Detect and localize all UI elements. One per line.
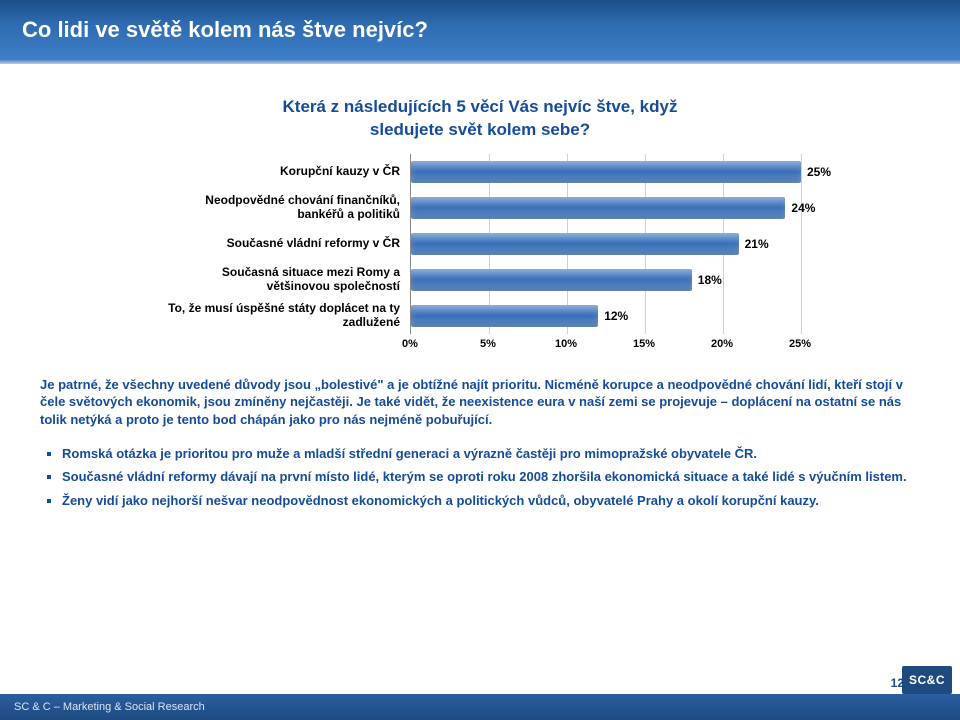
chart-bar-row: 21%: [411, 226, 769, 262]
footer-bar: SC & C – Marketing & Social Research: [0, 694, 960, 720]
chart-bar: [411, 161, 801, 183]
chart-category-label: Současná situace mezi Romy a většinovou …: [160, 262, 410, 298]
chart-plot-column: 25%24%21%18%12% 0%5%10%15%20%25%: [410, 154, 800, 358]
bar-chart: Korupční kauzy v ČRNeodpovědné chování f…: [160, 154, 800, 358]
title-bar: Co lidi ve světě kolem nás štve nejvíc?: [0, 0, 960, 60]
chart-x-tick: 15%: [633, 338, 655, 350]
bullet-item: Současné vládní reformy dávají na první …: [62, 468, 920, 486]
chart-bar-value: 25%: [807, 165, 831, 179]
chart-x-axis: 0%5%10%15%20%25%: [410, 334, 800, 358]
chart-category-labels: Korupční kauzy v ČRNeodpovědné chování f…: [160, 154, 410, 358]
chart-category-label: Korupční kauzy v ČR: [160, 154, 410, 190]
subtitle-line-1: Která z následujících 5 věcí Vás nejvíc …: [283, 97, 678, 116]
chart-bar: [411, 305, 598, 327]
chart-subtitle: Která z následujících 5 věcí Vás nejvíc …: [0, 96, 960, 142]
chart-plot-area: 25%24%21%18%12%: [410, 154, 800, 334]
bullet-list: Romská otázka je prioritou pro muže a ml…: [40, 445, 920, 510]
chart-bar-row: 12%: [411, 298, 628, 334]
chart-category-label: To, že musí úspěšné státy doplácet na ty…: [160, 298, 410, 334]
bullet-item: Ženy vidí jako nejhorší nešvar neodpověd…: [62, 492, 920, 510]
chart-bar: [411, 233, 739, 255]
bullet-item: Romská otázka je prioritou pro muže a ml…: [62, 445, 920, 463]
chart-x-tick: 5%: [480, 338, 496, 350]
title-gap: [0, 64, 960, 72]
logo-text-main: SC&C: [909, 674, 945, 686]
chart-x-tick: 20%: [711, 338, 733, 350]
footer-text: SC & C – Marketing & Social Research: [14, 701, 205, 713]
chart-bar: [411, 269, 692, 291]
chart-category-label: Neodpovědné chování finančníků, bankéřů …: [160, 190, 410, 226]
slide-title: Co lidi ve světě kolem nás štve nejvíc?: [22, 17, 428, 43]
summary-paragraph: Je patrné, že všechny uvedené důvody jso…: [40, 376, 920, 429]
slide: Co lidi ve světě kolem nás štve nejvíc? …: [0, 0, 960, 720]
chart-bar: [411, 197, 785, 219]
chart-bar-value: 21%: [745, 237, 769, 251]
chart-x-tick: 0%: [402, 338, 418, 350]
chart-bar-row: 25%: [411, 154, 831, 190]
chart-bar-value: 18%: [698, 273, 722, 287]
chart-bar-value: 24%: [791, 201, 815, 215]
logo: SC&C: [902, 666, 952, 694]
chart-category-label: Současné vládní reformy v ČR: [160, 226, 410, 262]
chart-bar-value: 12%: [604, 309, 628, 323]
chart-x-tick: 25%: [789, 338, 811, 350]
subtitle-line-2: sledujete svět kolem sebe?: [370, 120, 590, 139]
chart-bar-row: 24%: [411, 190, 815, 226]
chart-x-tick: 10%: [555, 338, 577, 350]
chart-bar-row: 18%: [411, 262, 722, 298]
